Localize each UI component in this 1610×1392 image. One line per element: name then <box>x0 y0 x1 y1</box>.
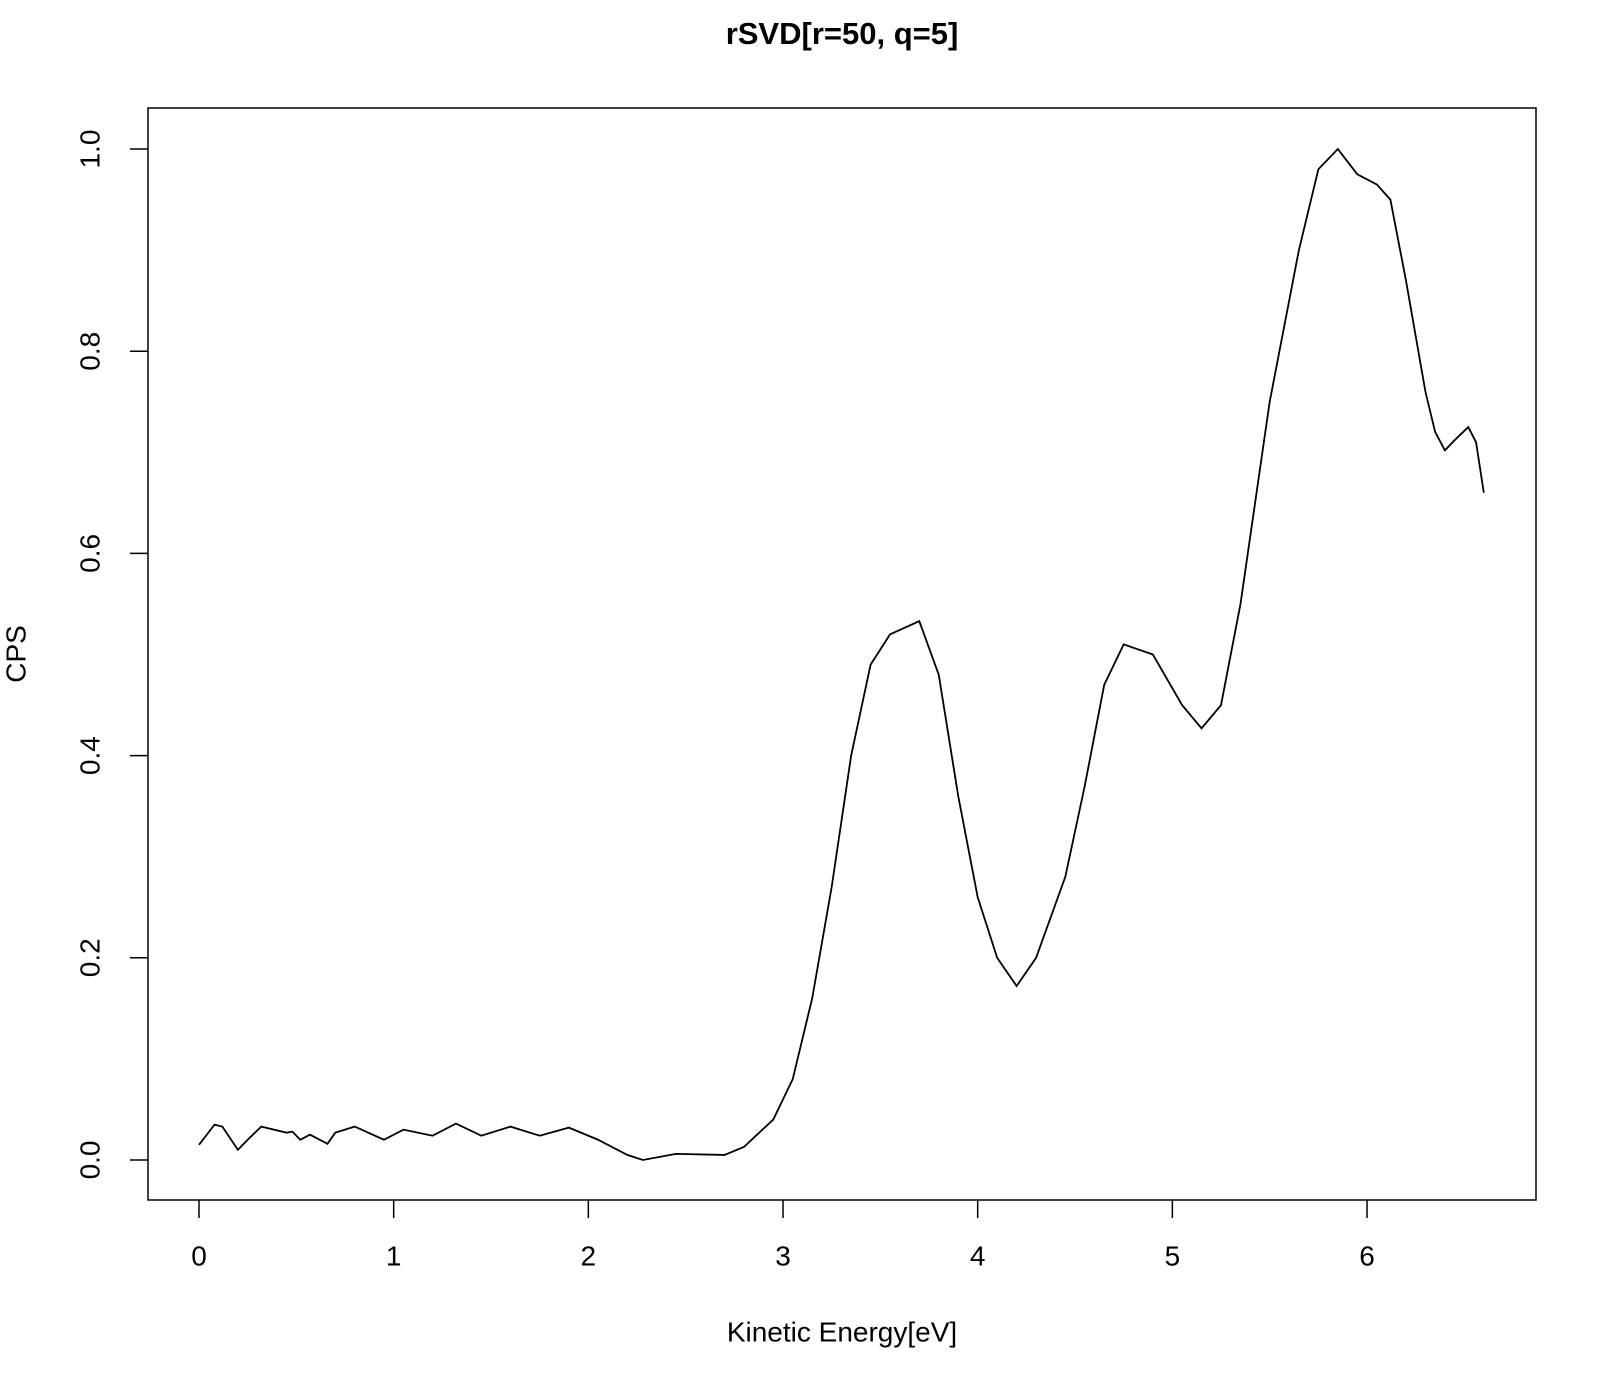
data-line <box>198 147 1485 1161</box>
x-tick-label: 1 <box>386 1240 402 1271</box>
y-tick-label: 0.8 <box>74 332 105 371</box>
x-tick-label: 0 <box>191 1240 207 1271</box>
x-tick-label: 3 <box>775 1240 791 1271</box>
y-tick-label: 0.4 <box>74 736 105 775</box>
y-tick-label: 1.0 <box>74 130 105 169</box>
y-tick-label: 0.6 <box>74 534 105 573</box>
y-tick-label: 0.2 <box>74 938 105 977</box>
y-axis-label: CPS <box>0 625 31 683</box>
x-axis-label: Kinetic Energy[eV] <box>727 1316 957 1347</box>
y-tick-label: 0.0 <box>74 1140 105 1179</box>
x-tick-label: 4 <box>970 1240 986 1271</box>
x-tick-label: 2 <box>581 1240 597 1271</box>
x-tick-label: 6 <box>1359 1240 1375 1271</box>
chart-title: rSVD[r=50, q=5] <box>726 16 959 51</box>
x-tick-label: 5 <box>1165 1240 1181 1271</box>
plot-frame <box>147 107 1537 1201</box>
